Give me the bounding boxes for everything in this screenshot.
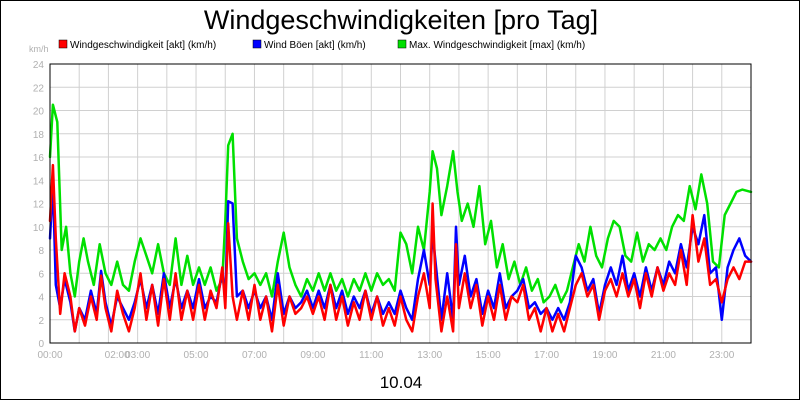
legend-swatch-akt	[58, 39, 68, 49]
y-tick-label: 18	[33, 130, 45, 141]
y-tick-label: 6	[38, 269, 44, 280]
x-tick-label: 21:00	[651, 350, 676, 361]
x-axis-label: 10.04	[380, 373, 423, 392]
legend-label-boeen: Wind Böen [akt] (km/h)	[264, 40, 366, 51]
x-tick-label: 23:00	[709, 350, 734, 361]
x-tick-label: 09:00	[300, 350, 325, 361]
legend-swatch-boeen	[252, 39, 262, 49]
y-tick-label: 22	[33, 83, 45, 94]
y-tick-label: 14	[33, 176, 45, 187]
plot-area-border	[49, 63, 752, 344]
chart-title: Windgeschwindigkeiten [pro Tag]	[204, 5, 598, 35]
y-tick-label: 8	[38, 246, 44, 257]
legend-label-max: Max. Windgeschwindigkeit [max] (km/h)	[409, 40, 585, 51]
x-tick-label: 13:00	[417, 350, 442, 361]
x-tick-label: 15:00	[476, 350, 501, 361]
y-unit-label: km/h	[29, 44, 49, 54]
legend-swatch-max	[397, 39, 407, 49]
x-tick-label: 00:00	[37, 350, 62, 361]
x-tick-label: 19:00	[592, 350, 617, 361]
legend: Windgeschwindigkeit [akt] (km/h) Wind Bö…	[58, 39, 585, 51]
x-tick-label: 07:00	[242, 350, 267, 361]
x-tick-label: 11:00	[359, 350, 384, 361]
x-tick-label: 05:00	[184, 350, 209, 361]
x-tick-label: 03:00	[125, 350, 150, 361]
series-line-0	[48, 163, 753, 333]
y-tick-label: 4	[38, 293, 44, 304]
y-tick-label: 20	[33, 107, 45, 118]
y-tick-label: 16	[33, 153, 45, 164]
series-lines	[48, 103, 753, 333]
x-tick-label: 02:00	[105, 350, 130, 361]
x-tick-label: 17:00	[534, 350, 559, 361]
series-line-1	[48, 181, 753, 333]
y-tick-label: 24	[33, 60, 45, 71]
y-tick-label: 10	[33, 223, 45, 234]
series-line-2	[48, 103, 753, 304]
y-tick-label: 2	[38, 316, 44, 327]
legend-label-akt: Windgeschwindigkeit [akt] (km/h)	[70, 40, 216, 51]
y-tick-label: 0	[38, 339, 44, 350]
y-tick-label: 12	[33, 200, 45, 211]
